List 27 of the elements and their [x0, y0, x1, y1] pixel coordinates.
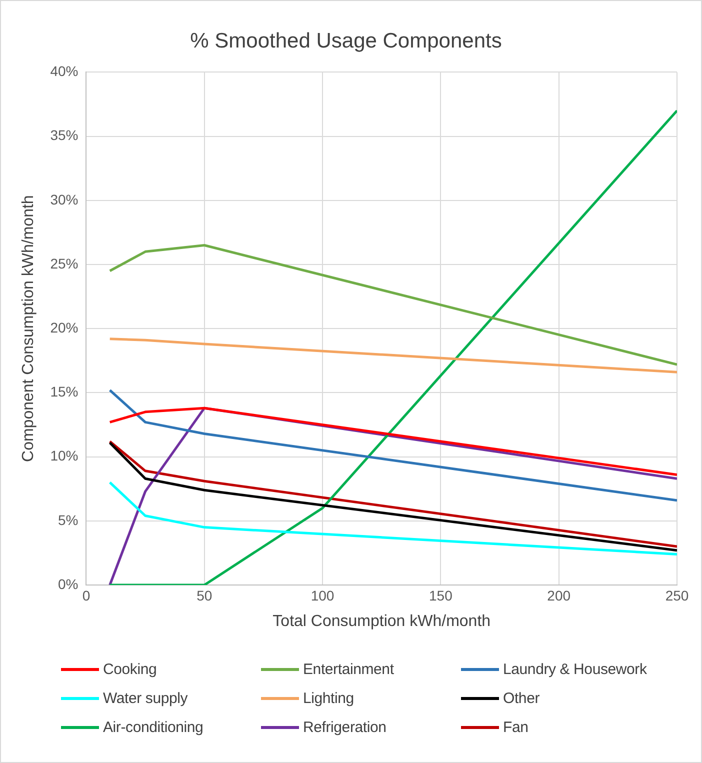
y-tick-label: 25%	[50, 255, 78, 272]
y-tick-label: 20%	[50, 319, 78, 336]
y-tick-label: 40%	[50, 63, 78, 80]
x-tick-label: 0	[82, 587, 90, 604]
legend-label: Water supply	[103, 690, 188, 707]
y-tick-label: 5%	[58, 512, 78, 528]
y-tick-label: 35%	[50, 127, 78, 144]
legend-label: Entertainment	[303, 661, 394, 678]
y-tick-label: 0%	[58, 576, 78, 592]
legend-label: Fan	[503, 719, 528, 736]
legend-label: Refrigeration	[303, 719, 386, 736]
y-tick-label: 10%	[50, 448, 78, 464]
chart-title: % Smoothed Usage Components	[190, 29, 502, 52]
legend-label: Laundry & Housework	[503, 661, 647, 678]
y-tick-label: 15%	[50, 384, 78, 400]
x-tick-label: 250	[665, 587, 689, 604]
legend-label: Other	[503, 690, 540, 707]
legend-label: Air-conditioning	[103, 719, 204, 736]
x-tick-label: 100	[310, 587, 334, 604]
x-tick-label: 200	[547, 587, 571, 604]
legend-label: Lighting	[303, 690, 354, 707]
y-axis-title: Component Consumption kWh/month	[20, 195, 38, 462]
x-axis-title: Total Consumption kWh/month	[272, 612, 491, 630]
x-tick-label: 50	[196, 587, 212, 604]
legend-label: Cooking	[103, 661, 157, 678]
x-tick-label: 150	[429, 587, 453, 604]
y-tick-label: 30%	[50, 191, 78, 208]
